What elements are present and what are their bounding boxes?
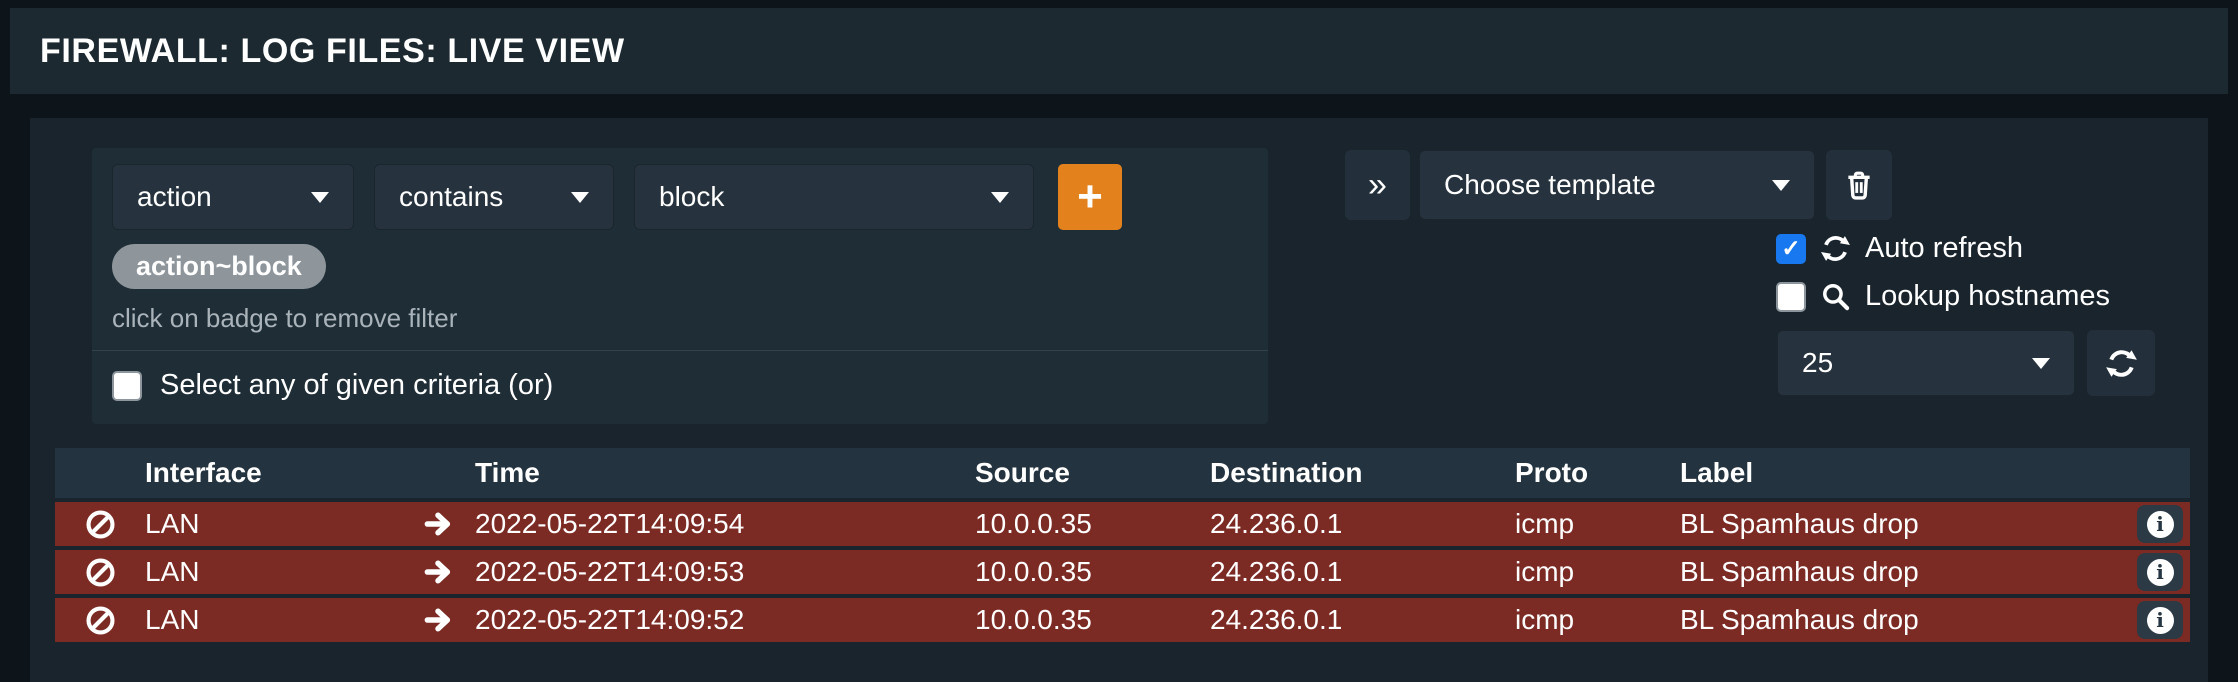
filter-box: action contains block + action~block cli…	[92, 148, 1268, 424]
cell-label: BL Spamhaus drop	[1680, 556, 1919, 587]
lookup-hostnames-label: Lookup hostnames	[1865, 280, 2111, 312]
expand-filters-button[interactable]: »	[1345, 150, 1410, 220]
table-row[interactable]: LAN 2022-05-22T14:09:54 10.0.0.35 24.236…	[55, 502, 2190, 546]
double-angle-right-icon: »	[1368, 165, 1387, 204]
trash-icon	[1842, 168, 1876, 202]
info-icon: i	[2146, 558, 2174, 586]
filter-value-select[interactable]: block	[634, 164, 1034, 230]
cell-label: BL Spamhaus drop	[1680, 508, 1919, 539]
col-label: Label	[1680, 457, 1754, 488]
chevron-down-icon	[1772, 179, 1790, 191]
cell-source: 10.0.0.35	[975, 556, 1092, 587]
badge-row: action~block	[112, 244, 1248, 289]
direction-out-icon	[400, 557, 475, 587]
auto-refresh-label: Auto refresh	[1865, 232, 2023, 264]
checkbox-unchecked-icon[interactable]	[1776, 281, 1806, 312]
refresh-button[interactable]	[2087, 330, 2155, 396]
col-proto: Proto	[1515, 457, 1589, 488]
row-info-button[interactable]: i	[2137, 601, 2183, 639]
chevron-down-icon	[311, 191, 329, 203]
page-size-value: 25	[1802, 347, 1834, 378]
col-destination: Destination	[1210, 457, 1363, 488]
row-info-button[interactable]: i	[2137, 553, 2183, 591]
cell-interface: LAN	[145, 604, 200, 635]
delete-template-button[interactable]	[1826, 150, 1892, 220]
block-action-icon	[55, 508, 145, 541]
page-header: FIREWALL: LOG FILES: LIVE VIEW	[10, 8, 2228, 94]
filter-value-value: block	[659, 181, 725, 212]
cell-proto: icmp	[1515, 604, 1575, 635]
filter-badge[interactable]: action~block	[112, 244, 326, 289]
plus-icon: +	[1077, 172, 1103, 221]
chevron-down-icon	[2032, 357, 2050, 369]
cell-interface: LAN	[145, 508, 200, 539]
table-row[interactable]: LAN 2022-05-22T14:09:52 10.0.0.35 24.236…	[55, 598, 2190, 642]
lookup-hostnames-row[interactable]: Lookup hostnames	[1776, 280, 2110, 313]
info-icon: i	[2146, 606, 2174, 634]
badge-hint: click on badge to remove filter	[112, 303, 458, 333]
chevron-down-icon	[571, 191, 589, 203]
template-select-value: Choose template	[1444, 169, 1656, 200]
info-icon: i	[2146, 510, 2174, 538]
checkbox-checked-icon[interactable]: ✓	[1776, 233, 1806, 264]
cell-label: BL Spamhaus drop	[1680, 604, 1919, 635]
cell-proto: icmp	[1515, 556, 1575, 587]
refresh-icon	[1820, 233, 1851, 264]
cell-time: 2022-05-22T14:09:52	[475, 604, 745, 635]
cell-time: 2022-05-22T14:09:54	[475, 508, 745, 539]
log-table: Interface Time Source Destination Proto …	[55, 448, 2190, 642]
cell-time: 2022-05-22T14:09:53	[475, 556, 745, 587]
col-interface: Interface	[145, 457, 262, 488]
filter-operator-select[interactable]: contains	[374, 164, 614, 230]
template-select[interactable]: Choose template	[1419, 150, 1815, 220]
or-criteria-label: Select any of given criteria (or)	[160, 369, 554, 401]
col-time: Time	[475, 457, 540, 488]
chevron-down-icon	[991, 191, 1009, 203]
cell-source: 10.0.0.35	[975, 604, 1092, 635]
cell-destination: 24.236.0.1	[1210, 604, 1343, 635]
add-filter-button[interactable]: +	[1058, 164, 1122, 230]
direction-out-icon	[400, 509, 475, 539]
divider	[92, 350, 1268, 351]
auto-refresh-row[interactable]: ✓ Auto refresh	[1776, 232, 2023, 265]
col-source: Source	[975, 457, 1070, 488]
cell-destination: 24.236.0.1	[1210, 508, 1343, 539]
cell-interface: LAN	[145, 556, 200, 587]
block-action-icon	[55, 556, 145, 589]
direction-out-icon	[400, 605, 475, 635]
search-icon	[1820, 281, 1851, 312]
cell-source: 10.0.0.35	[975, 508, 1092, 539]
check-mark: ✓	[1781, 235, 1801, 261]
table-header-row: Interface Time Source Destination Proto …	[55, 448, 2190, 498]
cell-proto: icmp	[1515, 508, 1575, 539]
row-info-button[interactable]: i	[2137, 505, 2183, 543]
filter-row: action contains block +	[112, 164, 1248, 230]
content-panel: action contains block + action~block cli…	[30, 118, 2208, 682]
page-size-select[interactable]: 25	[1777, 330, 2075, 396]
filter-field-select[interactable]: action	[112, 164, 354, 230]
block-action-icon	[55, 604, 145, 637]
or-criteria-row[interactable]: Select any of given criteria (or)	[112, 351, 1248, 424]
table-row[interactable]: LAN 2022-05-22T14:09:53 10.0.0.35 24.236…	[55, 550, 2190, 594]
refresh-icon	[2105, 347, 2138, 380]
checkbox-unchecked-icon[interactable]	[112, 370, 142, 401]
page-title: FIREWALL: LOG FILES: LIVE VIEW	[40, 31, 625, 70]
cell-destination: 24.236.0.1	[1210, 556, 1343, 587]
filter-field-value: action	[137, 181, 212, 212]
filter-operator-value: contains	[399, 181, 504, 212]
